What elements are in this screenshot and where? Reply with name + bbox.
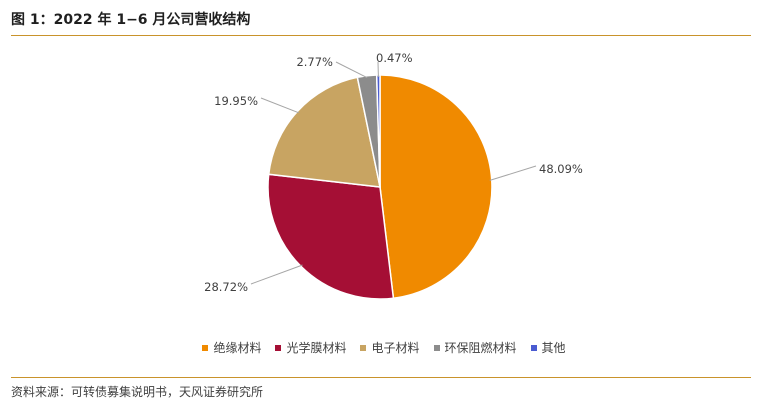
source-note: 资料来源：可转债募集说明书，天风证券研究所 [11,385,264,399]
legend-item: 环保阻燃材料 [433,339,517,356]
leader-line [260,97,299,114]
chart-title: 图 1：2022 年 1−6 月公司营收结构 [11,12,251,28]
legend-item: 其他 [530,339,566,356]
legend-item: 绝缘材料 [202,339,261,356]
pie-slice [267,76,381,188]
pie-slice [267,173,395,300]
chart-legend: 绝缘材料 光学膜材料 电子材料 环保阻燃材料 其他 [0,339,768,356]
legend-item: 光学膜材料 [275,339,346,356]
bottom-divider [11,377,751,378]
data-label: 48.09% [539,162,583,176]
leader-line [489,165,537,181]
top-divider [11,35,751,36]
legend-item: 电子材料 [360,339,420,356]
legend-swatch [530,344,537,351]
legend-swatch [275,344,282,351]
data-label: 2.77% [296,55,333,69]
legend-label: 其他 [541,341,566,355]
pie-slices [267,74,493,300]
data-label: 0.47% [376,51,413,65]
data-labels: 48.09% 28.72% 19.95% 2.77% 0.47% [204,51,583,294]
legend-label: 电子材料 [371,341,420,355]
legend-swatch [202,344,209,351]
legend-swatch [360,344,367,351]
legend-label: 绝缘材料 [213,341,262,355]
data-label: 19.95% [214,94,258,108]
pie-slice [379,74,493,300]
pie-chart: 48.09% 28.72% 19.95% 2.77% 0.47% [204,51,583,300]
legend-swatch [433,344,440,351]
leader-line [335,61,368,79]
legend-label: 环保阻燃材料 [444,341,517,355]
leader-line [250,264,303,285]
data-label: 28.72% [204,280,248,294]
leader-lines [250,61,537,285]
legend-label: 光学膜材料 [286,341,347,355]
